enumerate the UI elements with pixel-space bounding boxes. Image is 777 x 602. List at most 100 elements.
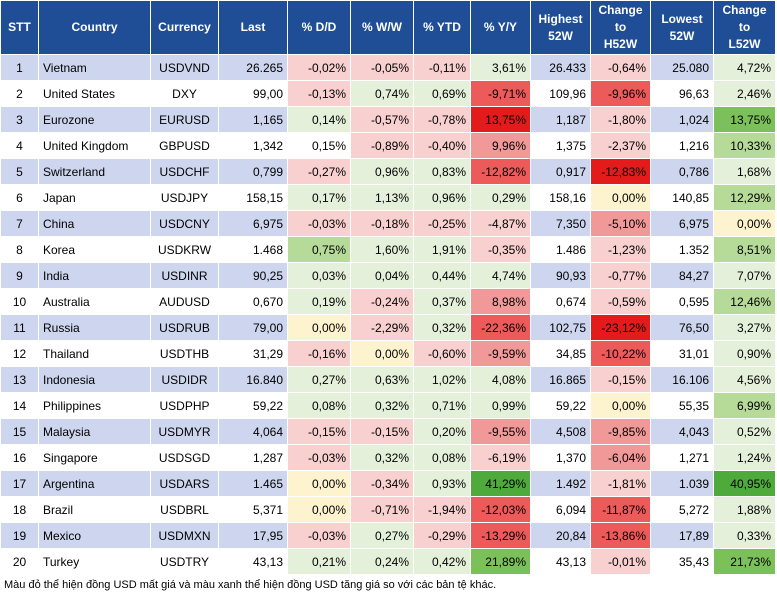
table-cell: 0,83% xyxy=(413,158,471,185)
table-cell: USDBRL xyxy=(150,496,219,523)
table-row: 14 Philippines USDPHP 59,22 0,08% 0,32% 0,71% 0… xyxy=(0,392,776,419)
table-cell: 0,29% xyxy=(470,184,531,211)
table-cell: 26.265 xyxy=(218,54,288,81)
table-cell: USDTRY xyxy=(150,548,219,575)
table-cell: -9,55% xyxy=(470,418,531,445)
table-cell: 6,094 xyxy=(530,496,591,523)
table-cell: 11 xyxy=(0,314,39,341)
table-cell: USDMYR xyxy=(150,418,219,445)
header-cell: Highest 52W xyxy=(530,0,591,55)
table-row: 4 United Kingdom GBPUSD 1,342 0,15% -0,89% -0,… xyxy=(0,132,776,159)
table-cell: 15 xyxy=(0,418,39,445)
table-cell: 1,187 xyxy=(530,106,591,133)
table-cell: 0,00% xyxy=(350,340,414,367)
table-cell: USDIDR xyxy=(150,366,219,393)
table-cell: 0,32% xyxy=(413,314,471,341)
table-row: 7 China USDCNY 6,975 -0,03% -0,18% -0,25% -4,87… xyxy=(0,210,776,237)
table-cell: -0,15% xyxy=(287,418,351,445)
table-cell: -1,23% xyxy=(590,236,651,263)
table-cell: 10,33% xyxy=(713,132,776,159)
table-cell: Japan xyxy=(38,184,151,211)
table-cell: 76,50 xyxy=(650,314,714,341)
table-row: 9 India USDINR 90,25 0,03% 0,04% 0,44% 4,74% 90,… xyxy=(0,262,776,289)
table-row: 11 Russia USDRUB 79,00 0,00% -2,29% 0,32% -22,3… xyxy=(0,314,776,341)
table-cell: 158,16 xyxy=(530,184,591,211)
table-cell: USDJPY xyxy=(150,184,219,211)
table-row: 17 Argentina USDARS 1.465 0,00% -0,34% 0,93% 41… xyxy=(0,470,776,497)
table-cell: 1 xyxy=(0,54,39,81)
header-cell: Currency xyxy=(150,0,219,55)
table-cell: 0,00% xyxy=(590,392,651,419)
table-cell: 140,85 xyxy=(650,184,714,211)
table-cell: -0,57% xyxy=(350,106,414,133)
table-cell: 9,96% xyxy=(470,132,531,159)
table-body: 1 Vietnam USDVND 26.265 -0,02% -0,05% -0,11% 3,… xyxy=(0,54,776,575)
table-cell: 7,07% xyxy=(713,262,776,289)
table-cell: 7 xyxy=(0,210,39,237)
table-row: 1 Vietnam USDVND 26.265 -0,02% -0,05% -0,11% 3,… xyxy=(0,54,776,81)
table-cell: AUDUSD xyxy=(150,288,219,315)
table-cell: Thailand xyxy=(38,340,151,367)
table-cell: -0,02% xyxy=(287,54,351,81)
table-cell: 55,35 xyxy=(650,392,714,419)
table-cell: 16.106 xyxy=(650,366,714,393)
table-cell: India xyxy=(38,262,151,289)
table-cell: USDARS xyxy=(150,470,219,497)
table-cell: 0,69% xyxy=(413,80,471,107)
header-cell: STT xyxy=(0,0,39,55)
table-row: 15 Malaysia USDMYR 4,064 -0,15% -0,15% 0,20% -9… xyxy=(0,418,776,445)
table-cell: -13,86% xyxy=(590,522,651,549)
table-cell: -12,83% xyxy=(590,158,651,185)
table-cell: 31,01 xyxy=(650,340,714,367)
footnote: Màu đỏ thể hiện đồng USD mất giá và màu … xyxy=(4,579,497,591)
table-cell: 41,29% xyxy=(470,470,531,497)
table-cell: 35,43 xyxy=(650,548,714,575)
table-cell: 1,342 xyxy=(218,132,288,159)
table-row: 2 United States DXY 99,00 -0,13% 0,74% 0,69% -9… xyxy=(0,80,776,107)
table-cell: 0,00% xyxy=(287,314,351,341)
table-cell: Switzerland xyxy=(38,158,151,185)
table-cell: 17 xyxy=(0,470,39,497)
table-cell: -0,77% xyxy=(590,262,651,289)
table-row: 8 Korea USDKRW 1.468 0,75% 1,60% 1,91% -0,35% 1.… xyxy=(0,236,776,263)
header-cell: Last xyxy=(218,0,288,55)
table-cell: 5,272 xyxy=(650,496,714,523)
table-cell: 0,32% xyxy=(350,392,414,419)
table-cell: USDVND xyxy=(150,54,219,81)
table-cell: -0,34% xyxy=(350,470,414,497)
table-cell: 1.465 xyxy=(218,470,288,497)
table-cell: 43,13 xyxy=(218,548,288,575)
table-cell: -0,78% xyxy=(413,106,471,133)
table-cell: 0,03% xyxy=(287,262,351,289)
table-cell: -22,36% xyxy=(470,314,531,341)
table-cell: 0,99% xyxy=(470,392,531,419)
table-row: 20 Turkey USDTRY 43,13 0,21% 0,24% 0,42% 21,89%… xyxy=(0,548,776,575)
table-cell: 25.080 xyxy=(650,54,714,81)
table-cell: -0,03% xyxy=(287,444,351,471)
table-cell: Indonesia xyxy=(38,366,151,393)
table-cell: -1,81% xyxy=(590,470,651,497)
table-cell: 13,75% xyxy=(470,106,531,133)
table-cell: -6,04% xyxy=(590,444,651,471)
table-cell: 8 xyxy=(0,236,39,263)
table-cell: 0,17% xyxy=(287,184,351,211)
table-cell: 31,29 xyxy=(218,340,288,367)
table-cell: -0,03% xyxy=(287,522,351,549)
table-cell: United States xyxy=(38,80,151,107)
table-cell: 1,60% xyxy=(350,236,414,263)
table-cell: Brazil xyxy=(38,496,151,523)
table-cell: -2,37% xyxy=(590,132,651,159)
table-cell: 0,08% xyxy=(413,444,471,471)
table-cell: 8,98% xyxy=(470,288,531,315)
header-cell: % YTD xyxy=(413,0,471,55)
table-cell: 59,22 xyxy=(530,392,591,419)
table-cell: 1,024 xyxy=(650,106,714,133)
table-cell: USDTHB xyxy=(150,340,219,367)
table-cell: Korea xyxy=(38,236,151,263)
table-cell: 8,51% xyxy=(713,236,776,263)
table-cell: -0,29% xyxy=(413,522,471,549)
table-cell: United Kingdom xyxy=(38,132,151,159)
table-cell: 43,13 xyxy=(530,548,591,575)
table-cell: 0,37% xyxy=(413,288,471,315)
table-cell: -1,94% xyxy=(413,496,471,523)
